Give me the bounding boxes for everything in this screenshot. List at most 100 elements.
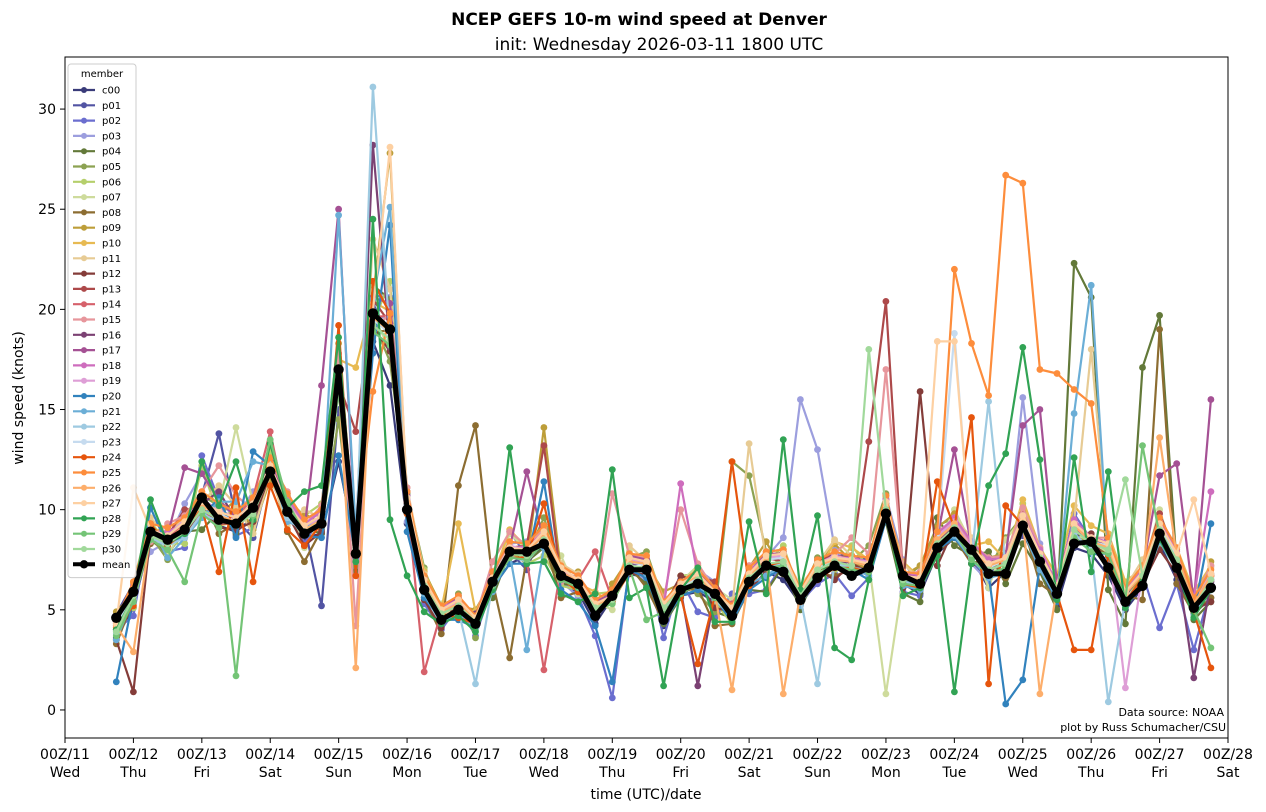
data-point [1173,580,1181,588]
x-tick-label: 00Z/25 [998,747,1048,763]
data-point [1207,598,1215,606]
legend-marker [81,132,87,139]
data-point [743,576,755,587]
data-point [453,604,464,615]
data-point [1139,364,1146,371]
legend-marker [81,500,87,507]
data-point [1156,472,1163,479]
chart-subtitle: init: Wednesday 2026-03-11 1800 UTC [495,35,823,55]
data-point [232,484,240,491]
credit-data-source: Data source: NOAA [1118,706,1224,719]
data-point [590,610,601,621]
legend-marker [81,530,87,537]
data-point [1139,596,1146,604]
legend-label: p19 [102,376,121,387]
data-point [1173,460,1181,467]
x-tick-day-label: Thu [119,765,146,781]
data-point [865,438,873,445]
data-point [985,680,992,688]
data-point [1190,646,1198,654]
data-point [147,496,154,503]
data-point [420,668,428,676]
data-point [1104,586,1112,594]
data-point [1019,496,1027,503]
series-mean [111,308,1217,629]
legend-box [67,63,137,579]
legend-marker [81,423,87,430]
data-point [249,578,257,586]
data-point [249,458,257,465]
legend-marker [81,515,87,522]
data-point [386,285,394,293]
data-point [882,298,890,305]
legend-marker [81,454,87,461]
legend-marker [81,484,87,491]
data-point [1120,596,1131,607]
data-point [403,572,411,580]
data-point [1156,514,1163,522]
data-point [540,442,548,449]
data-point [574,598,582,606]
data-point [865,346,873,353]
legend-marker [81,546,87,552]
data-point [608,606,616,614]
legend-label: p26 [102,483,121,494]
x-tick-label: 00Z/17 [451,747,501,763]
data-point [1019,394,1027,401]
data-point [1137,580,1148,591]
data-point [384,324,396,335]
data-point [521,546,532,557]
data-point [299,528,310,539]
data-point [419,584,430,595]
data-point [369,388,377,395]
data-point [540,666,548,674]
x-tick-day-label: Wed [1007,765,1038,781]
data-point [181,578,189,586]
data-point [1070,386,1078,393]
data-point [1122,684,1129,692]
data-point [352,558,360,566]
x-tick-label: 00Z/16 [382,747,432,763]
data-point [831,536,838,544]
data-point [283,526,291,534]
data-point [540,424,548,431]
data-point [215,568,223,576]
data-point [266,428,274,435]
data-point [369,277,377,285]
legend-label: p12 [102,269,121,280]
data-point [985,482,992,489]
data-point [848,592,856,600]
data-point [848,656,856,664]
data-point [215,502,223,510]
data-point [540,514,548,522]
data-point [506,444,514,451]
data-point [1086,536,1097,547]
data-point [487,576,498,587]
x-tick-label: 00Z/22 [793,747,843,763]
legend-marker [81,224,87,231]
data-point [608,694,616,702]
data-point [232,672,240,680]
y-tick-label: 25 [38,202,56,218]
x-tick-label: 00Z/12 [108,747,158,763]
data-point [112,628,120,636]
data-point [1002,502,1010,510]
data-point [1087,568,1095,576]
data-point [814,446,821,453]
data-point [316,518,327,529]
y-tick-label: 10 [38,503,56,519]
data-point [916,598,924,606]
legend-label: p07 [102,193,121,204]
data-point [985,548,992,556]
data-point [1070,259,1078,267]
data-point [607,590,618,601]
data-point [1070,526,1078,534]
data-point [694,564,702,572]
data-point [643,616,650,624]
x-tick-day-label: Mon [392,765,422,781]
data-point [761,560,772,571]
data-point [983,568,994,579]
data-point [643,552,650,560]
legend-marker [81,178,87,185]
legend-label: p20 [102,392,121,403]
